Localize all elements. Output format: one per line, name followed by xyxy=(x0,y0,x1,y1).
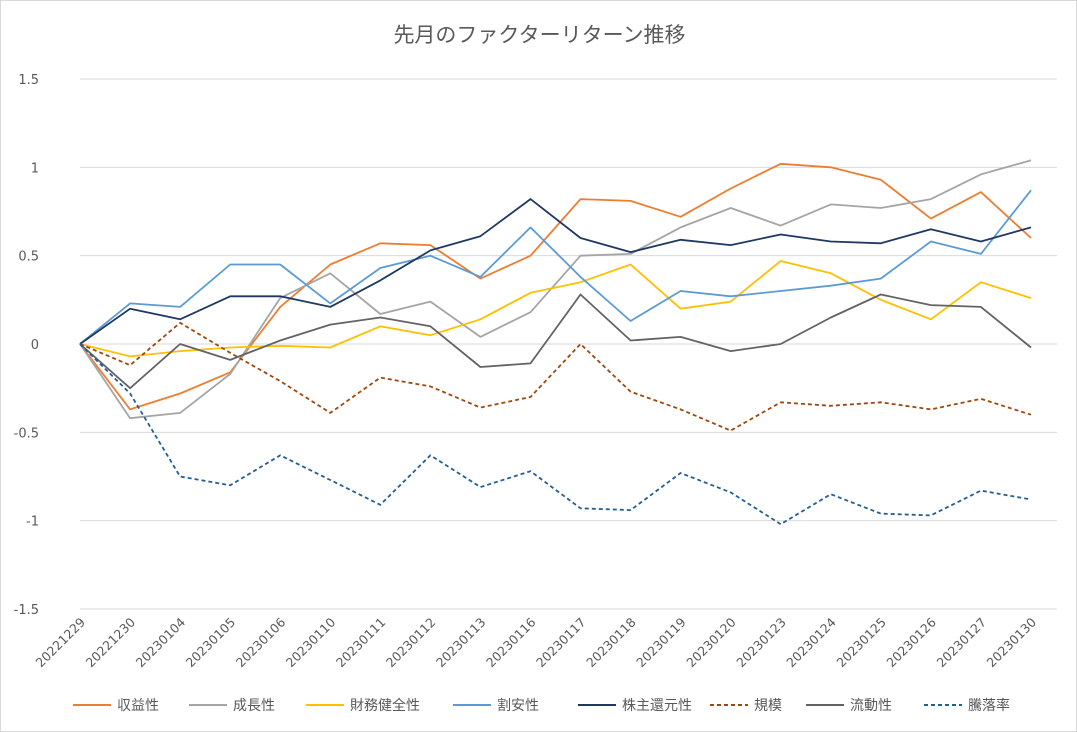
grid-layer xyxy=(80,78,1057,610)
legend-label: 財務健全性 xyxy=(350,697,420,714)
legend: 収益性 成長性 財務健全性 割安性 株主還元性 規模 流動性 騰落率 xyxy=(73,697,1010,714)
legend-label: 成長性 xyxy=(233,698,275,714)
x-tick-label: 20230117 xyxy=(533,615,589,671)
series-line-成長性 xyxy=(79,159,1032,420)
y-tick-label: 0.5 xyxy=(18,250,39,265)
x-tick-label: 20230118 xyxy=(583,614,639,670)
legend-label: 割安性 xyxy=(497,697,539,714)
y-tick-label: 1 xyxy=(31,161,39,176)
legend-label: 規模 xyxy=(754,698,782,714)
y-tick-label: -0.5 xyxy=(14,426,39,441)
x-tick-label: 20230105 xyxy=(183,615,239,671)
series-line-株主還元性 xyxy=(79,198,1032,345)
legend-label: 騰落率 xyxy=(968,697,1010,714)
x-tick-label: 20230125 xyxy=(833,615,889,671)
series-line-規模 xyxy=(79,321,1032,432)
series-line-財務健全性 xyxy=(79,260,1032,358)
x-tick-label: 20230111 xyxy=(333,615,389,671)
series-lines xyxy=(79,159,1032,526)
y-tick-label: -1 xyxy=(26,515,39,530)
legend-label: 収益性 xyxy=(117,698,159,714)
x-tick-label: 20230124 xyxy=(783,614,839,670)
x-tick-label: 20230104 xyxy=(133,614,189,670)
legend-label: 流動性 xyxy=(850,698,892,714)
chart-title: 先月のファクターリターン推移 xyxy=(393,23,686,47)
y-tick-label: 0 xyxy=(31,338,39,353)
x-tick-label: 20230126 xyxy=(883,614,939,670)
x-tick-label: 20230119 xyxy=(633,614,689,670)
x-tick-label: 20221230 xyxy=(83,614,139,670)
series-line-流動性 xyxy=(79,293,1032,390)
x-tick-label: 20230123 xyxy=(733,615,789,671)
x-axis-tick-labels: 2022122920221230202301042023010520230106… xyxy=(33,614,1040,670)
y-tick-label: -1.5 xyxy=(14,603,39,618)
series-line-割安性 xyxy=(79,189,1032,345)
series-line-騰落率 xyxy=(79,343,1032,526)
legend-label: 株主還元性 xyxy=(622,698,692,714)
x-tick-label: 20230112 xyxy=(383,615,439,671)
x-tick-label: 20221229 xyxy=(33,614,89,670)
y-axis-tick-labels: 1.5 1 0.5 0 -0.5 -1 -1.5 xyxy=(14,73,39,618)
x-tick-label: 20230113 xyxy=(433,615,489,671)
x-tick-label: 20230110 xyxy=(283,614,339,670)
x-tick-label: 20230127 xyxy=(933,615,989,671)
x-tick-label: 20230120 xyxy=(683,614,739,670)
y-tick-label: 1.5 xyxy=(18,73,39,88)
x-tick-label: 20230130 xyxy=(984,614,1040,670)
x-tick-label: 20230106 xyxy=(233,614,289,670)
x-tick-label: 20230116 xyxy=(483,614,539,670)
